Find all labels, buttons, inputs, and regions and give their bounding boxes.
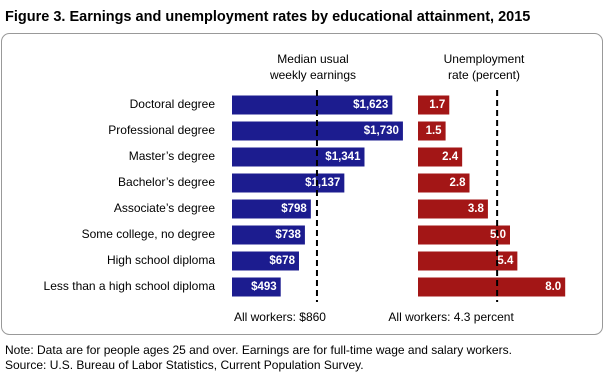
value-label: 1.7 <box>429 99 445 111</box>
bar <box>418 199 488 219</box>
bar <box>232 95 393 115</box>
category-label: Some college, no degree <box>82 227 216 241</box>
value-label: $798 <box>281 203 307 215</box>
value-label: 2.4 <box>442 151 459 163</box>
value-label: $1,730 <box>364 125 399 137</box>
panel-header: Median usual <box>277 52 348 66</box>
value-label: $1,623 <box>353 99 388 111</box>
reference-label: All workers: 4.3 percent <box>388 310 514 324</box>
bar <box>232 225 305 245</box>
bar <box>418 225 510 245</box>
figure-title: Figure 3. Earnings and unemployment rate… <box>5 9 530 25</box>
category-label: Less than a high school diploma <box>44 279 216 293</box>
bar <box>232 277 281 297</box>
category-label: Doctoral degree <box>130 97 216 111</box>
value-label: 1.5 <box>426 125 443 137</box>
category-label: High school diploma <box>107 253 215 267</box>
bar <box>232 199 311 219</box>
value-label: 3.8 <box>468 203 485 215</box>
bar <box>418 277 566 297</box>
bar <box>418 147 463 167</box>
category-label: Master’s degree <box>129 149 216 163</box>
panel-header: weekly earnings <box>269 68 356 82</box>
value-label: 8.0 <box>545 281 561 293</box>
bar <box>232 147 365 167</box>
value-label: $1,137 <box>305 177 340 189</box>
category-label: Associate’s degree <box>114 201 216 215</box>
value-label: 2.8 <box>450 177 467 189</box>
bar <box>232 173 345 193</box>
category-label: Bachelor’s degree <box>118 175 215 189</box>
bar <box>232 251 299 271</box>
category-label: Professional degree <box>108 123 215 137</box>
reference-label: All workers: $860 <box>234 310 326 324</box>
bar <box>418 121 446 141</box>
value-label: $738 <box>275 229 301 241</box>
bar <box>418 95 450 115</box>
panel-header: Unemployment <box>444 52 525 66</box>
source: Source: U.S. Bureau of Labor Statistics,… <box>5 358 364 372</box>
value-label: $493 <box>251 281 277 293</box>
value-label: $1,341 <box>325 151 361 163</box>
value-label: $678 <box>269 255 295 267</box>
value-label: 5.4 <box>497 255 514 267</box>
panel-header: rate (percent) <box>448 68 520 82</box>
bar <box>418 251 518 271</box>
bar <box>418 173 470 193</box>
note: Note: Data are for people ages 25 and ov… <box>5 343 512 357</box>
frame <box>1 33 603 335</box>
